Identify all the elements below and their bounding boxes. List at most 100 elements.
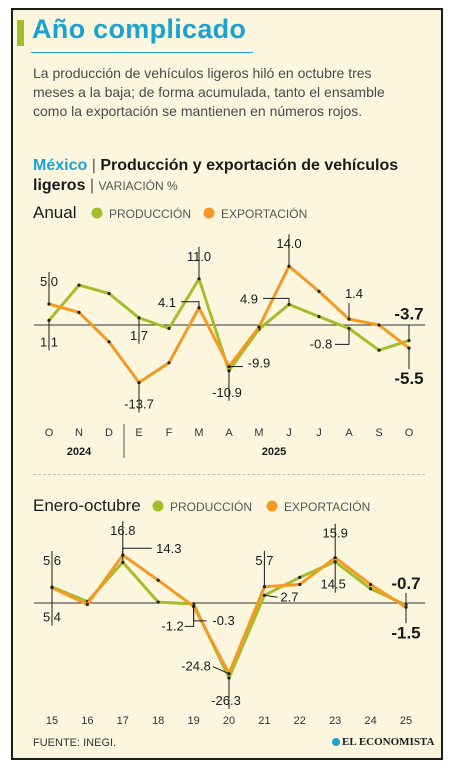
- x-tick-label: 22: [294, 715, 306, 727]
- production-point: [107, 291, 111, 296]
- label-leader-line: [122, 547, 152, 563]
- export-point: [257, 325, 261, 329]
- x-tick-label: 16: [81, 715, 93, 727]
- data-label: 1.1: [40, 334, 58, 349]
- export-point: [77, 310, 81, 314]
- brand-logo: EL ECONOMISTA: [332, 736, 434, 748]
- data-label: -5.5: [394, 369, 423, 388]
- data-label: 4.9: [240, 291, 258, 306]
- x-tick-label: 25: [400, 715, 412, 727]
- description: La producción de vehículos ligeros hiló …: [33, 65, 385, 119]
- legend-export-dot: [266, 500, 278, 512]
- x-tick-label: S: [375, 427, 382, 439]
- x-tick-label: E: [135, 427, 142, 439]
- source-note: FUENTE: INEGI.: [33, 737, 117, 749]
- production-point: [298, 575, 302, 579]
- label-leader-line: [212, 666, 230, 675]
- production-point: [156, 600, 160, 604]
- production-point: [167, 326, 171, 330]
- data-label: -0.8: [310, 336, 332, 351]
- export-point: [298, 582, 302, 587]
- x-tick-label: 18: [152, 715, 164, 727]
- x-tick-label: O: [45, 427, 54, 439]
- page-title: Año complicado: [32, 14, 247, 44]
- subtitle-country: México: [33, 157, 88, 174]
- export-point: [167, 361, 171, 365]
- annual-chart: Anual PRODUCCIÓN EXPORTACIÓN O N D E F M A M J J A S O 1…: [33, 203, 425, 458]
- production-point: [317, 315, 321, 319]
- legend-production-label: PRODUCCIÓN: [170, 499, 252, 514]
- data-label: -0.3: [212, 613, 234, 628]
- brand-name: EL ECONOMISTA: [342, 736, 435, 748]
- data-label: 11.0: [187, 249, 211, 264]
- data-label: 14.0: [276, 236, 301, 251]
- data-label: 2.7: [280, 589, 298, 604]
- x-tick-label: M: [254, 427, 263, 439]
- data-label: -24.8: [181, 659, 211, 674]
- label-leader-line: [181, 301, 200, 308]
- export-point: [85, 602, 89, 607]
- infographic-frame: [11, 8, 443, 760]
- data-label: -10.9: [212, 385, 242, 400]
- data-label: 14.3: [156, 541, 181, 556]
- x-tick-label: 15: [46, 715, 58, 727]
- legend-export-label: EXPORTACIÓN: [221, 206, 307, 221]
- subtitle-text: Producción y exportación de vehículos li…: [33, 157, 399, 194]
- x-tick-label: 23: [329, 715, 341, 727]
- x-tick-label: 21: [258, 715, 270, 727]
- legend-production-dot: [91, 207, 103, 219]
- charts-divider: [33, 474, 425, 475]
- label-leader-line: [184, 606, 195, 627]
- data-label: 5.4: [43, 610, 61, 625]
- legend-export-dot: [203, 207, 215, 219]
- data-label: 1.4: [345, 286, 363, 301]
- data-label: -26.3: [211, 693, 241, 708]
- chart-subtitle: México | Producción y exportación de veh…: [33, 156, 413, 196]
- export-point: [333, 556, 337, 560]
- x-tick-label: 20: [223, 715, 235, 727]
- data-label: 15.9: [323, 526, 348, 541]
- title-underline: [31, 52, 253, 53]
- export-point: [156, 578, 160, 582]
- data-label: -1.5: [391, 623, 420, 642]
- data-label: 5.7: [255, 553, 273, 568]
- legend-export-label: EXPORTACIÓN: [284, 499, 370, 514]
- data-label: -13.7: [124, 397, 154, 412]
- title-accent-bar: [17, 20, 24, 46]
- data-label: -1.2: [161, 618, 183, 633]
- data-label: -9.9: [248, 356, 270, 371]
- production-point: [77, 283, 81, 287]
- chart-title: Enero-octubre: [33, 496, 141, 515]
- x-tick-label: A: [225, 427, 233, 439]
- subtitle-unit: VARIACIÓN %: [98, 179, 178, 193]
- chart-title: Anual: [33, 203, 76, 222]
- brand-dot-icon: [332, 738, 340, 746]
- export-point: [369, 582, 373, 587]
- data-label: -3.7: [394, 305, 423, 324]
- export-point: [317, 289, 321, 293]
- x-tick-label: M: [194, 427, 203, 439]
- export-point: [377, 323, 381, 327]
- data-label: 5.0: [40, 274, 58, 289]
- label-leader-line: [264, 594, 278, 598]
- x-tick-label: D: [105, 427, 113, 439]
- label-leader-line: [193, 603, 207, 622]
- x-tick-label: A: [345, 427, 353, 439]
- x-tick-label: 19: [187, 715, 199, 727]
- data-label: 14.5: [321, 577, 346, 592]
- production-point: [369, 587, 373, 591]
- x-tick-label: N: [75, 427, 83, 439]
- label-leader-line: [335, 328, 350, 345]
- x-tick-label: 17: [117, 715, 129, 727]
- x-tick-label: F: [166, 427, 173, 439]
- label-leader-line: [263, 297, 290, 305]
- data-label: 16.8: [110, 523, 135, 538]
- production-point: [377, 348, 381, 352]
- subtitle-separator: |: [91, 157, 96, 174]
- year-label: 2024: [67, 446, 92, 458]
- data-label: 4.1: [158, 295, 176, 310]
- legend-production-label: PRODUCCIÓN: [109, 206, 191, 221]
- year-label: 2025: [262, 446, 286, 458]
- legend-production-dot: [152, 500, 164, 512]
- data-label: 5.6: [43, 553, 61, 568]
